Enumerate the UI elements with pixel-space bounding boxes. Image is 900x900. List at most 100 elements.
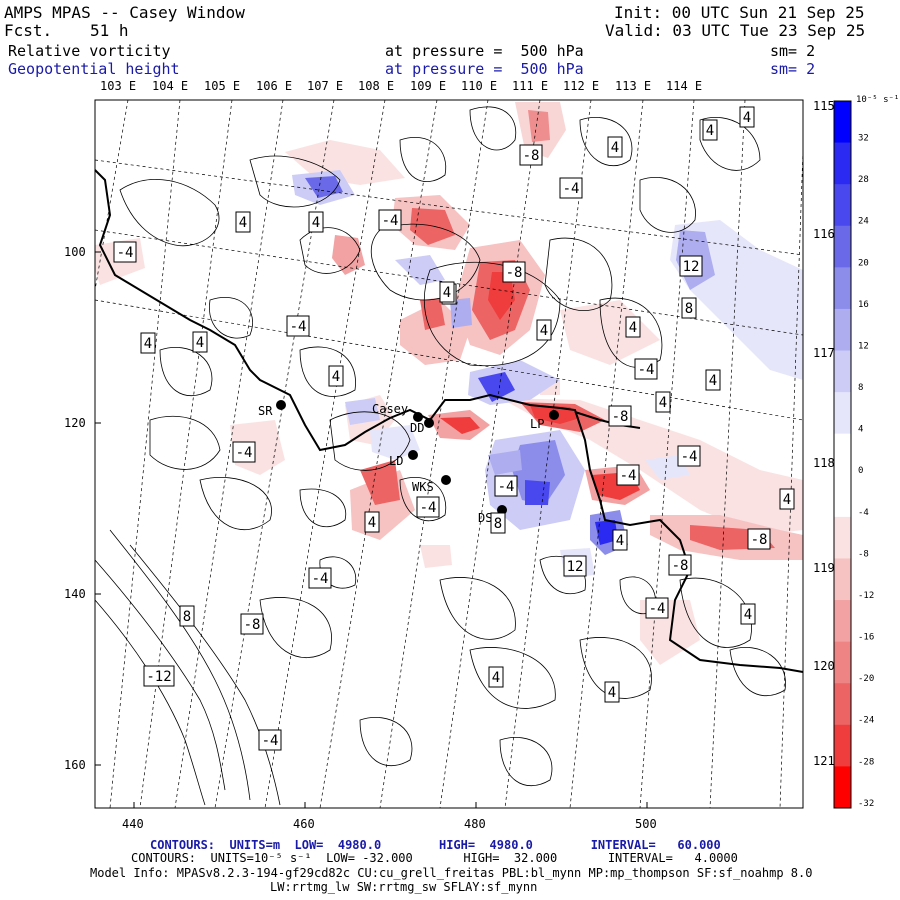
contour-label-text: 4 bbox=[743, 110, 751, 126]
colorbar-segment bbox=[834, 475, 851, 518]
contour-label-text: 4 bbox=[144, 336, 152, 352]
colorbar-tick-label: -8 bbox=[858, 549, 869, 559]
colorbar-segment bbox=[834, 142, 851, 185]
contour-label-text: 4 bbox=[312, 215, 320, 231]
station-dot bbox=[408, 450, 418, 460]
contour-label-text: -4 bbox=[312, 571, 329, 587]
contour-label-text: 4 bbox=[659, 395, 667, 411]
contour-label-text: -8 bbox=[612, 409, 629, 425]
colorbar-tick-label: 4 bbox=[858, 425, 863, 435]
colorbar-tick-label: 16 bbox=[858, 300, 869, 310]
colorbar-tick-label: 0 bbox=[858, 466, 863, 476]
contour-label: -12 bbox=[143, 665, 175, 687]
top-lon-label: 109 E bbox=[410, 79, 446, 93]
colorbar-segment bbox=[834, 433, 851, 476]
contour-label-text: -8 bbox=[751, 532, 768, 548]
colorbar-segment bbox=[834, 516, 851, 559]
contour-label: 4 bbox=[364, 511, 380, 533]
top-lon-label: 108 E bbox=[358, 79, 394, 93]
footer-height-contours: CONTOURS: UNITS=m LOW= 4980.0 HIGH= 4980… bbox=[150, 838, 721, 852]
colorbar-tick-label: -4 bbox=[858, 508, 869, 518]
contour-label: -4 bbox=[416, 496, 440, 518]
station-dot bbox=[424, 418, 434, 428]
contour-label-text: -4 bbox=[117, 245, 134, 261]
contour-label: 4 bbox=[612, 529, 628, 551]
colorbar-tick-label: -12 bbox=[858, 591, 874, 601]
colorbar-tick-label: 20 bbox=[858, 258, 869, 268]
colorbar-tick-label: 24 bbox=[858, 217, 869, 227]
contour-label-text: 4 bbox=[332, 369, 340, 385]
contour-label: 4 bbox=[328, 365, 344, 387]
contour-label: 4 bbox=[235, 211, 251, 233]
contour-label: 12 bbox=[563, 555, 587, 577]
contour-label: 4 bbox=[439, 281, 455, 303]
contour-label: 4 bbox=[702, 119, 718, 141]
footer-vorticity-contours: CONTOURS: UNITS=10⁻⁵ s⁻¹ LOW= -32.000 HI… bbox=[131, 851, 738, 865]
contour-label-text: -8 bbox=[506, 265, 523, 281]
contour-label: -8 bbox=[747, 528, 771, 550]
contour-label: -4 bbox=[494, 475, 518, 497]
plot-title: AMPS MPAS -- Casey Window bbox=[4, 3, 245, 22]
top-lon-label: 112 E bbox=[563, 79, 599, 93]
contour-label: -8 bbox=[502, 261, 526, 283]
contour-label-text: 12 bbox=[567, 559, 584, 575]
contour-label: -4 bbox=[113, 241, 137, 263]
contour-label: 4 bbox=[308, 211, 324, 233]
contour-label-text: 4 bbox=[239, 215, 247, 231]
contour-label-text: 12 bbox=[683, 259, 700, 275]
contour-label: 4 bbox=[740, 603, 756, 625]
contour-label-text: 4 bbox=[196, 335, 204, 351]
contour-label-text: 4 bbox=[611, 140, 619, 156]
colorbar-segment bbox=[834, 308, 851, 352]
contour-label: -4 bbox=[378, 209, 402, 231]
station-label: LD bbox=[389, 454, 403, 468]
colorbar-segment bbox=[834, 392, 851, 435]
contour-label: -4 bbox=[232, 441, 256, 463]
station-label: Casey bbox=[372, 402, 408, 416]
colorbar-tick-label: -24 bbox=[858, 716, 874, 726]
contour-label-text: -8 bbox=[523, 148, 540, 164]
colorbar-tick-label: -28 bbox=[858, 757, 874, 767]
contour-label: 4 bbox=[140, 332, 156, 354]
field1-smoothing: sm= 2 bbox=[770, 42, 816, 60]
contour-label: 4 bbox=[604, 681, 620, 703]
colorbar-tick-label: -16 bbox=[858, 633, 874, 643]
contour-label-text: 4 bbox=[629, 320, 637, 336]
footer-model-info: Model Info: MPASv8.2.3-194-gf29cd82c CU:… bbox=[90, 866, 813, 880]
top-lon-label: 113 E bbox=[615, 79, 651, 93]
forecast-value: 51 h bbox=[90, 21, 129, 40]
field2-level: at pressure = 500 hPa bbox=[385, 60, 584, 78]
station-dot bbox=[549, 410, 559, 420]
colorbar: 32 28 24 20 16 12 8 4 0 -4 -8 -12 -16 -20 -24 -28 -32 10⁻… bbox=[833, 95, 899, 809]
colorbar-tick-label: 8 bbox=[858, 383, 863, 393]
colorbar-tick-label: 28 bbox=[858, 175, 869, 185]
colorbar-frame bbox=[833, 100, 852, 809]
contour-label: -4 bbox=[645, 597, 669, 619]
station-label: LP bbox=[530, 417, 544, 431]
station-dot bbox=[441, 475, 451, 485]
contour-label: 8 bbox=[179, 605, 195, 627]
field1-level: at pressure = 500 hPa bbox=[385, 42, 584, 60]
contour-label: 4 bbox=[739, 106, 755, 128]
colorbar-units: 10⁻⁵ s⁻¹ bbox=[856, 95, 899, 105]
station-dot bbox=[276, 400, 286, 410]
contour-label: 12 bbox=[679, 255, 703, 277]
contour-label-text: -8 bbox=[244, 617, 261, 633]
colorbar-segment bbox=[834, 724, 851, 767]
colorbar-segment bbox=[834, 766, 851, 809]
colorbar-tick-label: -20 bbox=[858, 674, 874, 684]
left-axis-label: 100 bbox=[64, 245, 86, 259]
contour-label: -8 bbox=[240, 613, 264, 635]
colorbar-tick-label: 12 bbox=[858, 341, 869, 351]
contour-label: 4 bbox=[536, 319, 552, 341]
contour-label-text: -4 bbox=[498, 479, 515, 495]
contour-label-text: 4 bbox=[443, 285, 451, 301]
contour-label-text: -4 bbox=[681, 449, 698, 465]
contour-label: -8 bbox=[608, 405, 632, 427]
contour-label: 4 bbox=[488, 666, 504, 688]
forecast-label: Fcst. bbox=[4, 21, 53, 40]
colorbar-tick-label: 32 bbox=[858, 134, 869, 144]
contour-label-text: -8 bbox=[672, 558, 689, 574]
